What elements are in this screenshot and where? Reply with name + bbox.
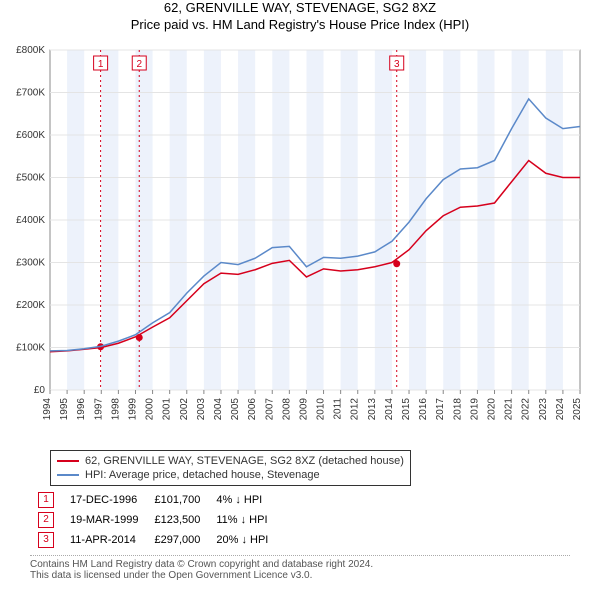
footer-line1: Contains HM Land Registry data © Crown c… bbox=[30, 559, 570, 570]
svg-text:2: 2 bbox=[136, 59, 142, 70]
legend-swatch bbox=[57, 460, 79, 462]
svg-text:2016: 2016 bbox=[418, 398, 429, 421]
svg-text:£400K: £400K bbox=[16, 215, 45, 226]
svg-text:2015: 2015 bbox=[401, 398, 412, 421]
legend-label: HPI: Average price, detached house, Stev… bbox=[85, 469, 320, 481]
svg-text:2022: 2022 bbox=[521, 398, 532, 421]
svg-text:2013: 2013 bbox=[367, 398, 378, 421]
svg-text:1996: 1996 bbox=[76, 398, 87, 421]
svg-text:2001: 2001 bbox=[162, 398, 173, 421]
svg-text:2024: 2024 bbox=[555, 398, 566, 421]
svg-text:£800K: £800K bbox=[16, 45, 45, 56]
svg-text:1: 1 bbox=[98, 59, 104, 70]
transaction-marker: 3 bbox=[38, 532, 54, 548]
transaction-row: 3 11-APR-2014£297,00020% ↓ HPI bbox=[30, 530, 276, 550]
svg-text:2014: 2014 bbox=[384, 398, 395, 421]
legend-label: 62, GRENVILLE WAY, STEVENAGE, SG2 8XZ (d… bbox=[85, 455, 404, 467]
legend-row: HPI: Average price, detached house, Stev… bbox=[57, 468, 404, 482]
svg-text:2019: 2019 bbox=[469, 398, 480, 421]
svg-text:2012: 2012 bbox=[350, 398, 361, 421]
transaction-price: £297,000 bbox=[146, 530, 208, 550]
transaction-marker: 2 bbox=[38, 512, 54, 528]
svg-text:£100K: £100K bbox=[16, 343, 45, 354]
svg-text:2021: 2021 bbox=[504, 398, 515, 421]
svg-text:2006: 2006 bbox=[247, 398, 258, 421]
svg-text:2007: 2007 bbox=[264, 398, 275, 421]
svg-text:£0: £0 bbox=[34, 385, 46, 396]
transaction-date: 11-APR-2014 bbox=[62, 530, 146, 550]
transactions-table: 1 17-DEC-1996£101,7004% ↓ HPI 2 19-MAR-1999… bbox=[30, 490, 276, 550]
svg-text:1995: 1995 bbox=[59, 398, 70, 421]
svg-text:2000: 2000 bbox=[145, 398, 156, 421]
transaction-row: 2 19-MAR-1999£123,50011% ↓ HPI bbox=[30, 510, 276, 530]
footer-line2: This data is licensed under the Open Gov… bbox=[30, 570, 570, 581]
svg-text:1999: 1999 bbox=[127, 398, 138, 421]
svg-text:2023: 2023 bbox=[538, 398, 549, 421]
transaction-date: 17-DEC-1996 bbox=[62, 490, 146, 510]
transaction-diff: 20% ↓ HPI bbox=[208, 530, 276, 550]
svg-text:2005: 2005 bbox=[230, 398, 241, 421]
transaction-marker: 1 bbox=[38, 492, 54, 508]
price-chart: £0 £100K £200K £300K £400K £500K £600K £700K £80… bbox=[0, 40, 600, 440]
transaction-diff: 4% ↓ HPI bbox=[208, 490, 276, 510]
chart-title: 62, GRENVILLE WAY, STEVENAGE, SG2 8XZ bbox=[0, 0, 600, 15]
svg-text:2008: 2008 bbox=[281, 398, 292, 421]
svg-text:3: 3 bbox=[394, 59, 400, 70]
svg-text:2011: 2011 bbox=[333, 398, 344, 420]
svg-text:£700K: £700K bbox=[16, 88, 45, 99]
svg-text:1997: 1997 bbox=[93, 398, 104, 421]
transaction-diff: 11% ↓ HPI bbox=[208, 510, 276, 530]
svg-text:£200K: £200K bbox=[16, 300, 45, 311]
svg-text:2010: 2010 bbox=[316, 398, 327, 421]
svg-text:2025: 2025 bbox=[572, 398, 583, 421]
svg-text:£500K: £500K bbox=[16, 173, 45, 184]
footer-attribution: Contains HM Land Registry data © Crown c… bbox=[30, 555, 570, 581]
svg-text:£300K: £300K bbox=[16, 258, 45, 269]
transaction-date: 19-MAR-1999 bbox=[62, 510, 146, 530]
svg-text:2009: 2009 bbox=[298, 398, 309, 421]
transaction-row: 1 17-DEC-1996£101,7004% ↓ HPI bbox=[30, 490, 276, 510]
svg-text:2003: 2003 bbox=[196, 398, 207, 421]
chart-subtitle: Price paid vs. HM Land Registry's House … bbox=[0, 17, 600, 32]
svg-text:2004: 2004 bbox=[213, 398, 224, 421]
svg-text:2017: 2017 bbox=[435, 398, 446, 421]
svg-text:2020: 2020 bbox=[487, 398, 498, 421]
svg-text:£600K: £600K bbox=[16, 130, 45, 141]
transaction-price: £101,700 bbox=[146, 490, 208, 510]
svg-text:1998: 1998 bbox=[110, 398, 121, 421]
transaction-price: £123,500 bbox=[146, 510, 208, 530]
svg-text:1994: 1994 bbox=[42, 398, 53, 421]
svg-text:2002: 2002 bbox=[179, 398, 190, 421]
legend-swatch bbox=[57, 474, 79, 476]
svg-text:2018: 2018 bbox=[452, 398, 463, 421]
legend-row: 62, GRENVILLE WAY, STEVENAGE, SG2 8XZ (d… bbox=[57, 454, 404, 468]
legend: 62, GRENVILLE WAY, STEVENAGE, SG2 8XZ (d… bbox=[50, 450, 411, 486]
